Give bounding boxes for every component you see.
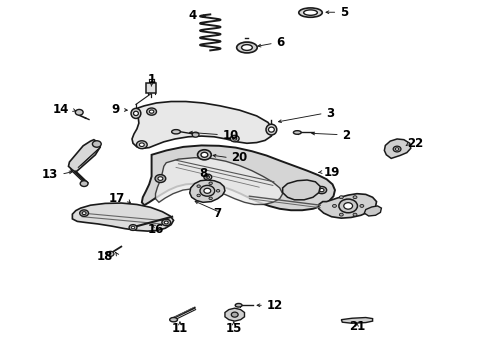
- Ellipse shape: [197, 185, 200, 188]
- Text: 13: 13: [41, 168, 58, 181]
- Ellipse shape: [200, 185, 214, 196]
- Ellipse shape: [129, 225, 137, 230]
- Text: 4: 4: [188, 9, 196, 22]
- Text: 16: 16: [147, 223, 163, 236]
- Ellipse shape: [231, 312, 238, 317]
- Ellipse shape: [158, 177, 163, 180]
- Polygon shape: [364, 206, 381, 216]
- Text: 6: 6: [276, 36, 284, 49]
- Text: 20: 20: [230, 151, 246, 164]
- Ellipse shape: [236, 42, 257, 53]
- Text: 10: 10: [222, 129, 238, 141]
- Ellipse shape: [359, 204, 363, 207]
- Ellipse shape: [265, 124, 276, 135]
- Ellipse shape: [241, 45, 252, 50]
- Ellipse shape: [82, 212, 86, 215]
- Ellipse shape: [201, 152, 207, 157]
- Ellipse shape: [169, 318, 177, 322]
- Ellipse shape: [131, 226, 134, 229]
- Ellipse shape: [192, 132, 199, 137]
- Ellipse shape: [293, 131, 301, 134]
- Ellipse shape: [133, 111, 138, 116]
- Polygon shape: [72, 203, 173, 231]
- Ellipse shape: [203, 174, 211, 180]
- Polygon shape: [224, 308, 244, 321]
- Ellipse shape: [80, 210, 88, 216]
- Ellipse shape: [235, 303, 242, 307]
- Polygon shape: [384, 139, 410, 158]
- Ellipse shape: [162, 219, 170, 226]
- Text: 19: 19: [323, 166, 339, 179]
- Ellipse shape: [316, 186, 326, 194]
- Ellipse shape: [197, 150, 211, 160]
- Text: 15: 15: [225, 322, 242, 335]
- Ellipse shape: [171, 130, 180, 134]
- Ellipse shape: [332, 204, 336, 207]
- Text: 8: 8: [199, 167, 207, 180]
- Text: 3: 3: [326, 107, 334, 120]
- Ellipse shape: [216, 190, 219, 192]
- Text: 21: 21: [348, 320, 365, 333]
- Ellipse shape: [197, 194, 200, 197]
- Ellipse shape: [392, 146, 400, 152]
- Ellipse shape: [208, 182, 212, 185]
- Ellipse shape: [136, 141, 147, 149]
- Polygon shape: [341, 318, 372, 323]
- Text: 22: 22: [406, 137, 422, 150]
- Ellipse shape: [203, 188, 210, 193]
- Ellipse shape: [339, 196, 343, 199]
- Polygon shape: [189, 180, 224, 202]
- Ellipse shape: [107, 251, 114, 256]
- Polygon shape: [155, 158, 282, 204]
- Ellipse shape: [352, 213, 356, 216]
- Polygon shape: [142, 145, 334, 210]
- Ellipse shape: [164, 221, 168, 224]
- Ellipse shape: [131, 108, 141, 118]
- Polygon shape: [282, 180, 320, 200]
- Ellipse shape: [80, 181, 88, 186]
- Ellipse shape: [92, 141, 101, 147]
- Ellipse shape: [230, 135, 239, 142]
- Polygon shape: [68, 140, 100, 172]
- Ellipse shape: [146, 108, 156, 115]
- Text: 12: 12: [266, 299, 282, 312]
- Ellipse shape: [139, 143, 144, 147]
- Text: 1: 1: [147, 73, 155, 86]
- Ellipse shape: [339, 213, 343, 216]
- Text: 5: 5: [339, 6, 347, 19]
- Text: 9: 9: [111, 103, 120, 116]
- Text: 11: 11: [171, 322, 188, 335]
- Text: 2: 2: [342, 129, 350, 141]
- Bar: [145, 83, 156, 93]
- Ellipse shape: [352, 196, 356, 199]
- Ellipse shape: [208, 197, 212, 199]
- Ellipse shape: [298, 8, 322, 17]
- Text: 7: 7: [212, 207, 221, 220]
- Ellipse shape: [394, 148, 398, 150]
- Ellipse shape: [75, 109, 83, 115]
- Ellipse shape: [303, 10, 317, 15]
- Polygon shape: [318, 194, 376, 218]
- Ellipse shape: [268, 127, 274, 132]
- Ellipse shape: [155, 175, 165, 183]
- Text: 14: 14: [53, 103, 69, 116]
- Ellipse shape: [338, 199, 357, 213]
- Ellipse shape: [319, 189, 323, 192]
- Ellipse shape: [149, 110, 153, 113]
- Text: 18: 18: [97, 250, 113, 263]
- Ellipse shape: [205, 176, 209, 179]
- Polygon shape: [132, 102, 272, 148]
- Ellipse shape: [343, 203, 352, 209]
- Ellipse shape: [232, 137, 236, 140]
- Text: 17: 17: [108, 192, 124, 204]
